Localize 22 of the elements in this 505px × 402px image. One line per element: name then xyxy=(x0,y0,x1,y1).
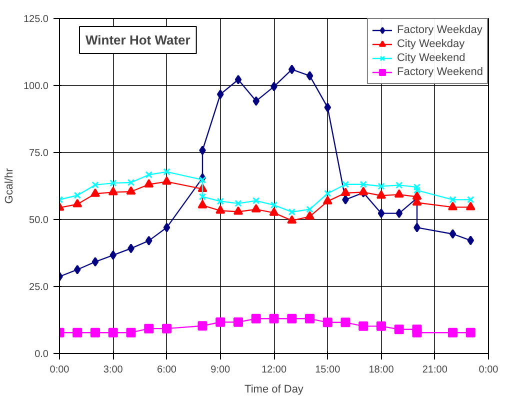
x-tick-label: 0:00 xyxy=(50,364,70,376)
legend-label: Factory Weekend xyxy=(396,65,483,79)
x-tick-label: 18:00 xyxy=(368,364,394,376)
y-axis-title: Gcal/hr xyxy=(3,168,16,204)
x-tick-label: 15:00 xyxy=(315,364,341,376)
x-tick-label: 9:00 xyxy=(210,364,231,376)
x-tick-label: 3:00 xyxy=(103,364,124,376)
y-tick-label: 50.0 xyxy=(29,215,49,226)
legend-label: City Weekend xyxy=(396,51,466,65)
x-tick-label: 6:00 xyxy=(157,364,177,376)
legend-label: City Weekday xyxy=(396,37,465,51)
y-tick-label: 125.0 xyxy=(23,14,49,25)
x-axis-title: Time of Day xyxy=(244,384,304,396)
legend-label: Factory Weekday xyxy=(396,23,482,37)
y-tick-label: 25.0 xyxy=(29,282,49,293)
x-tick-label: 21:00 xyxy=(422,364,448,376)
y-tick-label: 100.0 xyxy=(23,81,49,92)
text: Winter Hot Water xyxy=(86,32,190,48)
x-tick-label: 12:00 xyxy=(261,364,287,376)
y-tick-label: 75.0 xyxy=(29,148,49,159)
x-tick-label: 0:00 xyxy=(478,364,499,376)
y-tick-label: 0.0 xyxy=(34,349,49,360)
